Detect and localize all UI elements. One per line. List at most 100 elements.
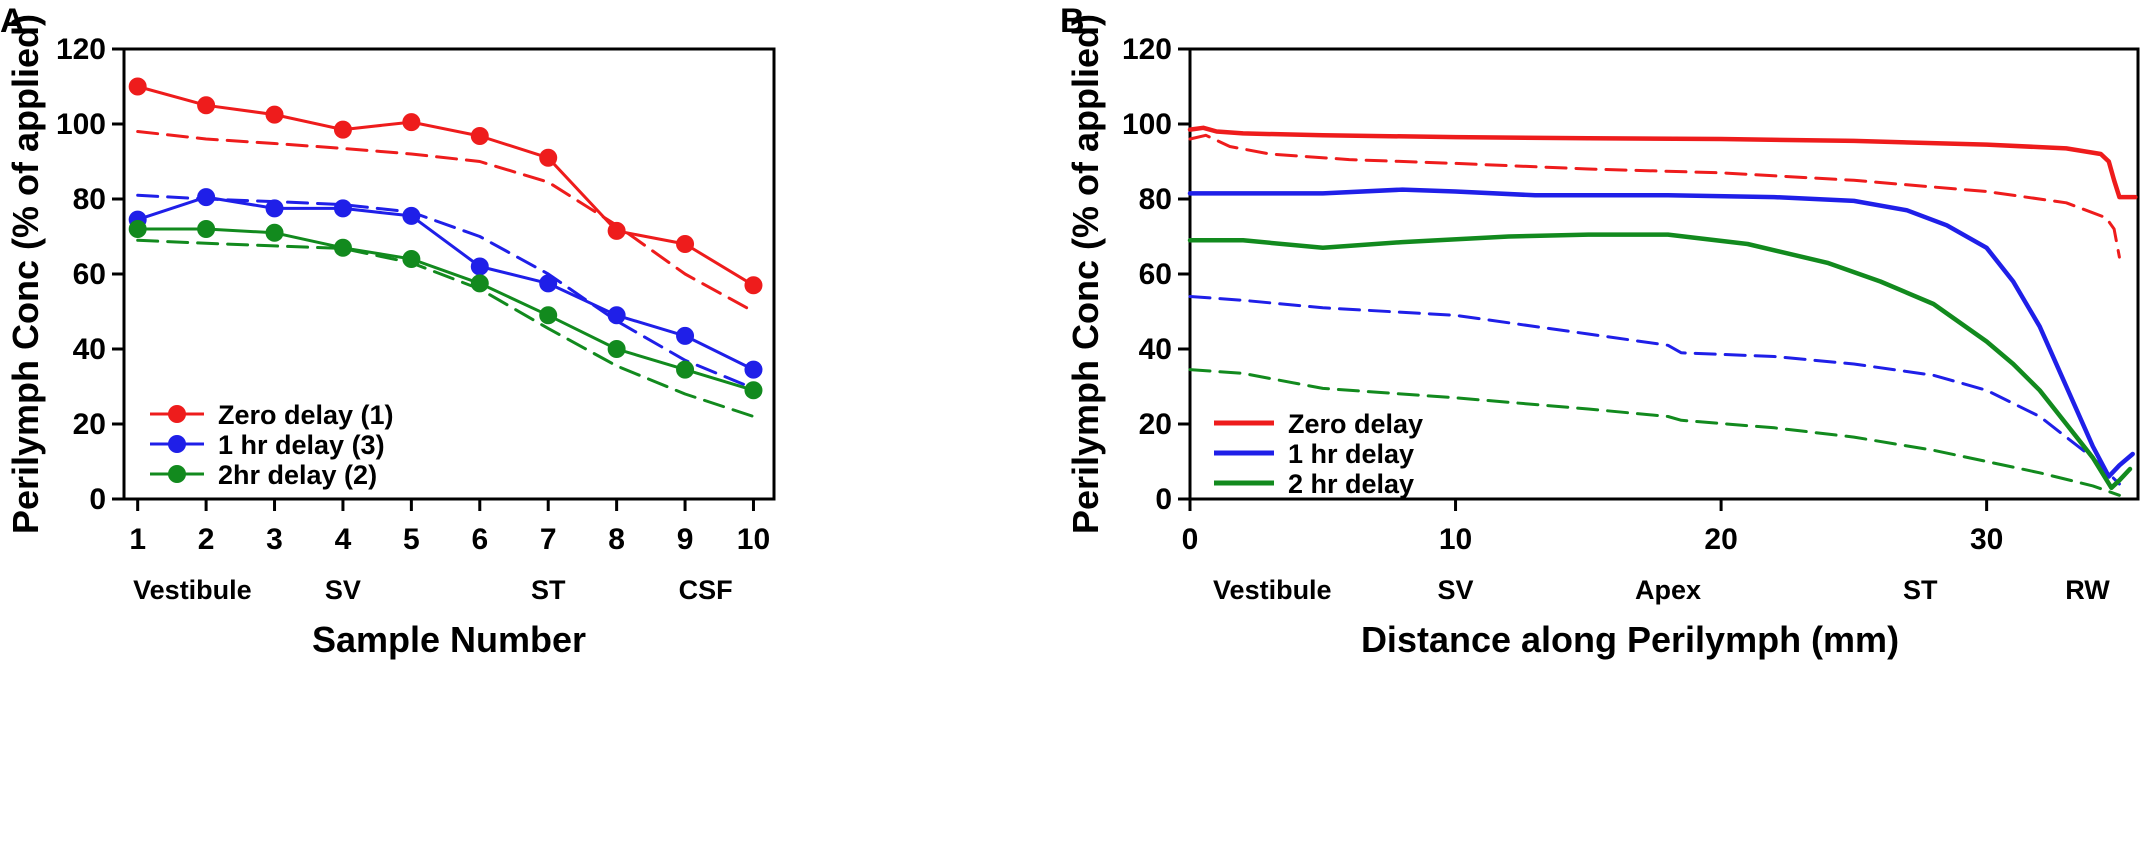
y-tick-label: 0 (1155, 483, 1172, 516)
x-tick-label: 0 (1182, 523, 1199, 556)
series-line-1-hr-delay-3- (136, 195, 755, 372)
data-point (470, 127, 489, 145)
series-line-2-hr-delay-model (136, 238, 755, 418)
y-tick-label: 20 (1139, 408, 1172, 441)
panel-b-series (1187, 125, 2138, 497)
data-point (265, 199, 284, 218)
y-tick-label: 80 (73, 183, 106, 216)
data-point (744, 276, 763, 295)
panel-b-y-axis-label: Perilymph Conc (% of applied) (1065, 14, 1106, 534)
x-tick-label: 8 (608, 523, 625, 556)
data-point (744, 381, 763, 400)
x-tick-label: 1 (129, 523, 146, 556)
data-point (402, 113, 421, 132)
data-point (607, 306, 626, 325)
legend-label: 1 hr delay (3) (218, 430, 385, 460)
data-point (333, 199, 352, 218)
data-point (676, 360, 695, 379)
y-tick-label: 120 (1122, 33, 1172, 66)
data-point (607, 340, 626, 358)
panel-a: A 0 20 40 60 80 100 120 1 2 3 4 5 6 7 8 9 10 Vestibule S… (0, 2, 776, 660)
data-point (676, 326, 695, 345)
data-point (128, 220, 147, 238)
data-point (470, 257, 489, 276)
panel-b-region-labels: Vestibule SV Apex ST RW (1213, 575, 2110, 605)
series-line-1-hr-delay (1187, 187, 2135, 479)
series-line-zero-delay (1187, 125, 2138, 200)
legend-marker (168, 465, 186, 483)
panel-a-legend: Zero delay (1)1 hr delay (3)2hr delay (2… (150, 400, 394, 490)
data-point (539, 274, 558, 293)
x-tick-label: 7 (540, 523, 557, 556)
panel-a-y-axis: 0 20 40 60 80 100 120 (56, 33, 124, 516)
data-point (470, 274, 489, 293)
data-point (402, 250, 421, 268)
x-tick-label: 20 (1704, 523, 1737, 556)
legend-marker (168, 435, 186, 453)
data-point (197, 96, 216, 115)
panel-a-y-axis-label: Perilymph Conc (% of applied) (5, 14, 46, 534)
y-tick-label: 60 (73, 258, 106, 291)
series-line-zero-delay-model (136, 130, 755, 313)
region-label: Apex (1635, 575, 1701, 605)
x-tick-label: 9 (677, 523, 694, 556)
data-point (539, 306, 558, 325)
region-label: RW (2065, 575, 2110, 605)
x-tick-label: 4 (335, 523, 352, 556)
panel-a-label: A (0, 2, 25, 40)
x-tick-label: 30 (1970, 523, 2003, 556)
y-tick-label: 40 (73, 333, 106, 366)
panel-a-series (128, 77, 763, 418)
data-point (333, 120, 352, 139)
region-label: Vestibule (133, 575, 252, 605)
panel-a-x-axis: 1 2 3 4 5 6 7 8 9 10 (129, 499, 770, 556)
series-line-1-hr-delay-model (136, 193, 755, 390)
data-point (402, 206, 421, 225)
data-point (333, 238, 352, 257)
x-tick-label: 6 (471, 523, 488, 556)
x-tick-label: 2 (198, 523, 215, 556)
y-tick-label: 100 (1122, 108, 1172, 141)
region-label: ST (1903, 575, 1938, 605)
series-line-zero-delay-model (1188, 133, 2121, 259)
data-point (197, 188, 216, 207)
x-tick-label: 5 (403, 523, 420, 556)
data-point (607, 221, 626, 240)
panel-a-region-labels: Vestibule SV ST CSF (133, 575, 732, 605)
data-point (676, 235, 695, 253)
legend-label: 1 hr delay (1288, 439, 1414, 469)
series-line-2hr-delay-2- (136, 227, 755, 392)
x-tick-label: 10 (1439, 523, 1472, 556)
region-label: SV (1438, 575, 1474, 605)
legend-label: Zero delay (1) (218, 400, 394, 430)
region-label: CSF (679, 575, 733, 605)
panel-b: B 0 20 40 60 80 100 120 0 10 20 30 Vestibule SV Ape… (1060, 2, 2140, 660)
y-tick-label: 40 (1139, 333, 1172, 366)
y-tick-label: 20 (73, 408, 106, 441)
legend-label: Zero delay (1288, 409, 1423, 439)
y-tick-label: 60 (1139, 258, 1172, 291)
legend-label: 2hr delay (2) (218, 460, 377, 490)
panel-b-y-axis: 0 20 40 60 80 100 120 (1122, 33, 1190, 516)
panel-b-label: B (1060, 2, 1085, 40)
region-label: ST (531, 575, 566, 605)
panel-b-x-axis: 0 10 20 30 (1182, 499, 2003, 556)
legend-marker (168, 405, 186, 423)
data-point (128, 77, 147, 96)
legend-label: 2 hr delay (1288, 469, 1414, 499)
y-tick-label: 100 (56, 108, 106, 141)
y-tick-label: 0 (89, 483, 106, 516)
x-tick-label: 3 (266, 523, 283, 556)
data-point (539, 148, 558, 167)
data-point (265, 105, 284, 124)
y-tick-label: 80 (1139, 183, 1172, 216)
data-point (744, 360, 763, 379)
y-tick-label: 120 (56, 33, 106, 66)
region-label: Vestibule (1213, 575, 1332, 605)
series-line-1-hr-delay-model (1188, 295, 2121, 486)
series-line-zero-delay-1- (136, 85, 755, 287)
data-point (265, 223, 284, 242)
panel-b-x-axis-label: Distance along Perilymph (mm) (1361, 619, 1899, 660)
